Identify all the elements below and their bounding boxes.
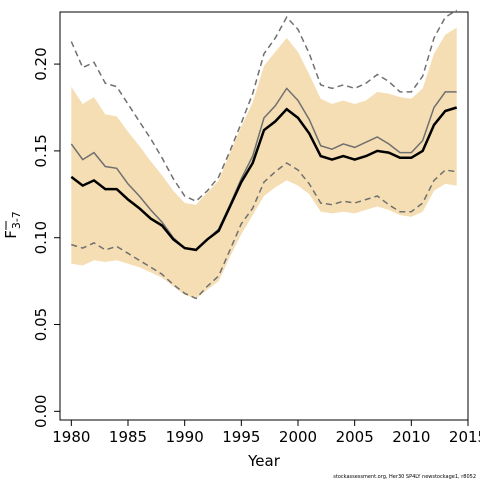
footer-credit: stockassessment.org, Her30 SP4LY newstoc… bbox=[333, 474, 476, 480]
confidence-band bbox=[71, 27, 457, 299]
y-tick-label: 0.10 bbox=[32, 221, 50, 254]
y-tick-label: 0.00 bbox=[32, 395, 50, 428]
upper-dashed-line bbox=[70, 9, 458, 203]
y-axis: 0.00 0.05 0.10 0.15 0.20 bbox=[32, 47, 60, 428]
x-tick-label: 1995 bbox=[222, 428, 260, 446]
y-axis-title: F3-7 bbox=[2, 211, 23, 239]
x-axis: 1980 1985 1990 1995 2000 2005 2010 2015 bbox=[52, 420, 480, 446]
lower-dashed-line bbox=[71, 162, 457, 300]
series-lines-layer bbox=[70, 9, 458, 300]
x-tick-label: 1990 bbox=[166, 428, 204, 446]
x-tick-label: 1980 bbox=[52, 428, 90, 446]
confidence-band-layer bbox=[71, 27, 457, 299]
x-tick-label: 2000 bbox=[279, 428, 317, 446]
grey-solid-line bbox=[70, 87, 457, 251]
y-tick-label: 0.05 bbox=[32, 308, 50, 341]
x-tick-label: 2015 bbox=[449, 428, 480, 446]
y-axis-title-sub: 3-7 bbox=[10, 211, 23, 229]
y-tick-label: 0.15 bbox=[32, 134, 50, 167]
x-axis-title: Year bbox=[247, 452, 281, 470]
svg-text:F3-7: F3-7 bbox=[2, 211, 23, 239]
x-tick-label: 2005 bbox=[336, 428, 374, 446]
y-tick-label: 0.20 bbox=[32, 47, 50, 80]
y-axis-title-main: F bbox=[2, 230, 20, 239]
main-line bbox=[70, 106, 458, 252]
plot-frame bbox=[59, 11, 469, 421]
x-tick-label: 2010 bbox=[392, 428, 430, 446]
x-tick-label: 1985 bbox=[109, 428, 147, 446]
